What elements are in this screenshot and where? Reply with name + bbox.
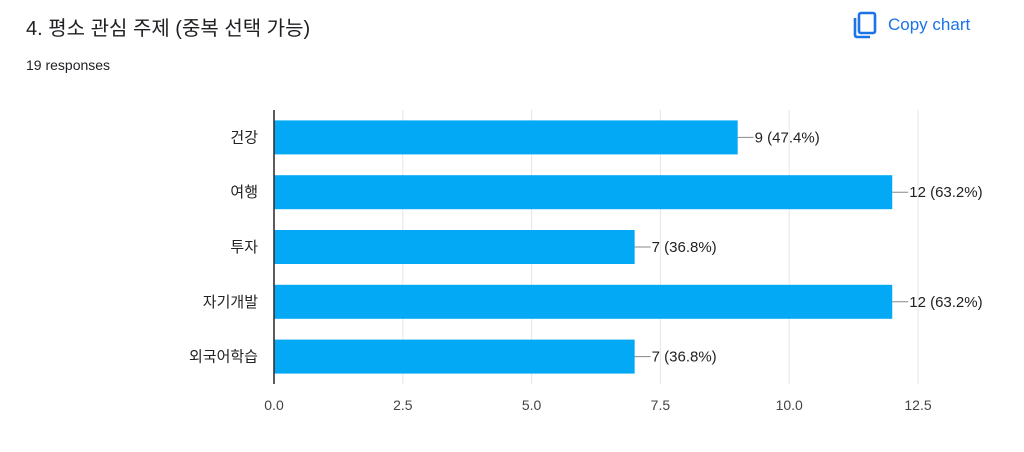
bar (274, 230, 635, 264)
bar (274, 339, 635, 374)
x-tick-label: 10.0 (776, 397, 803, 413)
copy-chart-button[interactable]: Copy chart (852, 8, 970, 42)
x-tick-label: 2.5 (393, 397, 413, 413)
data-label: 9 (47.4%) (755, 129, 820, 146)
data-label: 7 (36.8%) (652, 239, 717, 256)
data-label: 12 (63.2%) (909, 184, 982, 201)
copy-chart-label: Copy chart (888, 15, 971, 34)
copy-icon (853, 11, 877, 39)
data-label: 7 (36.8%) (652, 349, 717, 366)
bar (274, 175, 893, 210)
data-label: 12 (63.2%) (909, 294, 982, 311)
category-label: 투자 (230, 239, 258, 256)
category-label: 건강 (230, 129, 258, 146)
response-count: 19 responses (26, 57, 111, 73)
x-tick-label: 7.5 (651, 397, 671, 413)
category-label: 여행 (230, 184, 258, 201)
category-label: 외국어학습 (189, 349, 258, 366)
x-tick-label: 0.0 (264, 397, 284, 413)
x-tick-label: 5.0 (522, 397, 542, 413)
bar (274, 120, 738, 155)
bar (274, 284, 893, 319)
chart-title: 4. 평소 관심 주제 (중복 선택 가능) (26, 18, 311, 40)
category-label: 자기개발 (203, 294, 258, 311)
x-tick-label: 12.5 (904, 397, 931, 413)
